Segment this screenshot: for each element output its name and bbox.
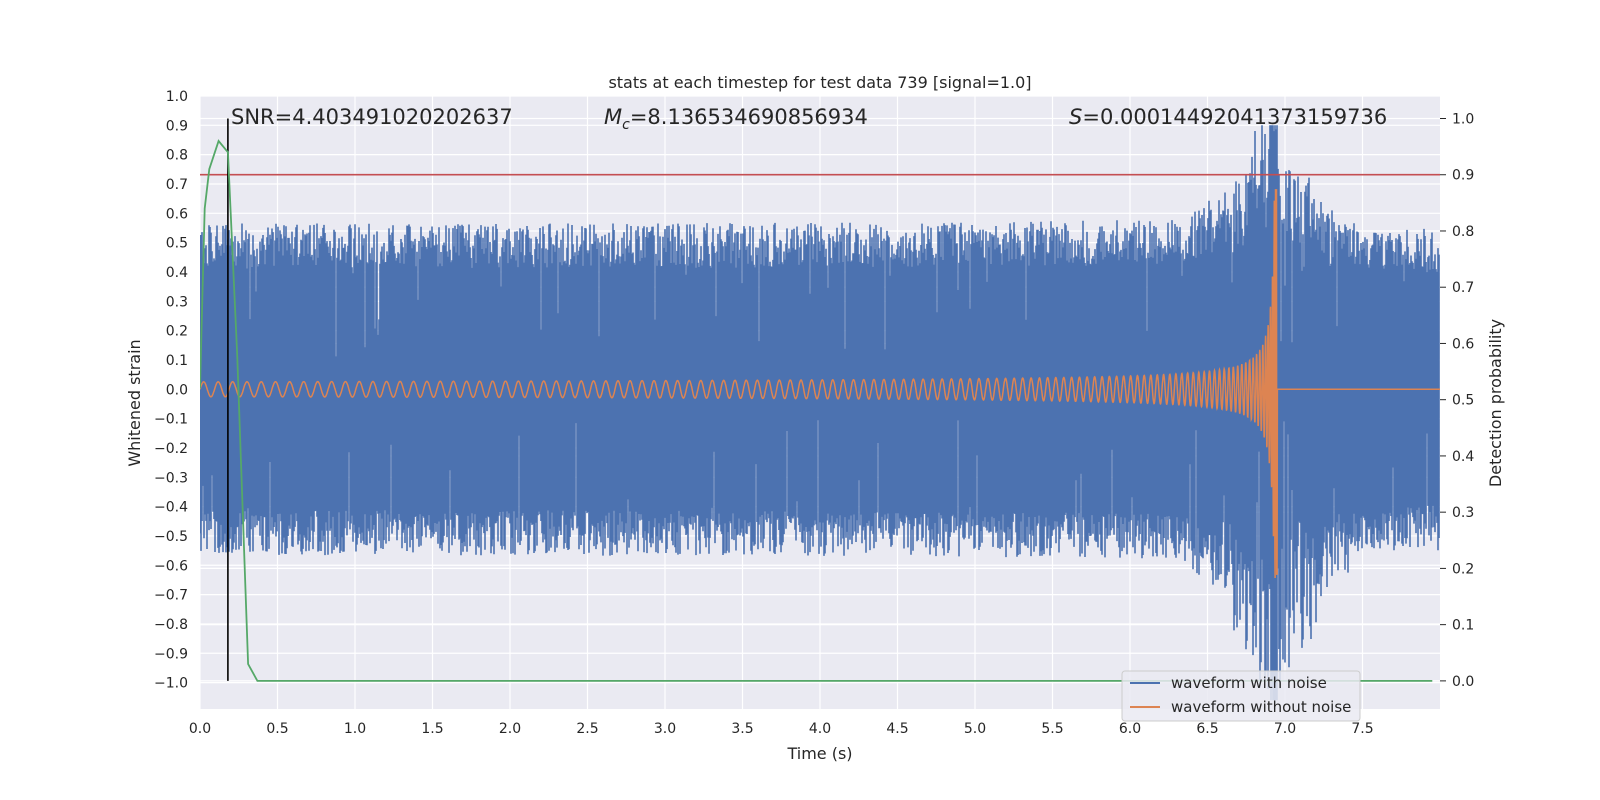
s-value: =0.00014492041373159736 [1082, 105, 1387, 129]
s-symbol: S [1069, 105, 1082, 129]
y-tick-label: 0.2 [166, 324, 188, 340]
x-tick-label: 2.5 [576, 721, 598, 737]
chart-title: stats at each timestep for test data 739… [608, 73, 1031, 92]
y2-tick-label: 0.0 [1452, 674, 1474, 690]
y-axis-ticks: 1.0 0.9 0.8 0.7 0.6 0.5 0.4 0.3 0.2 0.1 0.0 −0.1 −0.… [154, 89, 188, 692]
x-tick-label: 6.5 [1196, 721, 1218, 737]
y2-axis-ticks: 1.0 0.9 0.8 0.7 0.6 0.5 0.4 0.3 0.2 0.1 0.0 [1440, 111, 1474, 690]
y-tick-label: 0.0 [166, 382, 188, 398]
y-tick-label: 0.8 [166, 148, 188, 164]
legend-label-noise: waveform with noise [1171, 674, 1327, 692]
s-annotation: S=0.00014492041373159736 [1069, 105, 1387, 129]
y2-tick-label: 0.3 [1452, 505, 1474, 521]
x-axis-ticks: 0.0 0.5 1.0 1.5 2.0 2.5 3.0 3.5 4.0 4.5 5.0 5.5 6.0 6… [189, 721, 1374, 737]
chirp-mass-annotation: Mc=8.136534690856934 [604, 105, 868, 133]
y-tick-label: 0.9 [166, 118, 188, 134]
x-tick-label: 2.0 [499, 721, 521, 737]
series-waveform-with-noise [200, 125, 1440, 701]
snr-annotation: SNR=4.403491020202637 [231, 105, 513, 129]
x-tick-label: 5.0 [964, 721, 986, 737]
x-tick-label: 6.0 [1119, 721, 1141, 737]
y-tick-label: 0.4 [166, 265, 188, 281]
y-tick-label: 0.1 [166, 353, 188, 369]
y2-tick-label: 0.8 [1452, 224, 1474, 240]
x-tick-label: 0.5 [266, 721, 288, 737]
legend-box [1121, 670, 1361, 722]
y2-axis-label: Detection probability [1486, 319, 1505, 487]
y-tick-label: 0.7 [166, 177, 188, 193]
y2-tick-label: 0.9 [1452, 168, 1474, 184]
y2-tick-label: 0.1 [1452, 618, 1474, 634]
y-axis-label: Whitened strain [125, 339, 144, 466]
y-tick-label: 0.6 [166, 206, 188, 222]
y2-tick-label: 0.4 [1452, 449, 1474, 465]
y-tick-label: −0.5 [154, 529, 188, 545]
x-tick-label: 7.0 [1274, 721, 1296, 737]
legend: waveform with noise waveform without noi… [1121, 670, 1361, 722]
plot-area [200, 118, 1440, 701]
x-tick-label: 7.5 [1351, 721, 1373, 737]
x-tick-label: 5.5 [1041, 721, 1063, 737]
chirp-mass-subscript: c [622, 117, 630, 133]
chirp-mass-value: =8.136534690856934 [630, 105, 868, 129]
y-tick-label: −0.6 [154, 558, 188, 574]
y-tick-label: −0.7 [154, 588, 188, 604]
chirp-mass-symbol: M [604, 105, 622, 129]
y2-tick-label: 0.2 [1452, 561, 1474, 577]
y-tick-label: −0.3 [154, 470, 188, 486]
y-tick-label: −1.0 [154, 676, 188, 692]
y-tick-label: 1.0 [166, 89, 188, 105]
legend-label-clean: waveform without noise [1171, 698, 1351, 716]
y-tick-label: −0.9 [154, 646, 188, 662]
y-tick-label: −0.2 [154, 441, 188, 457]
x-tick-label: 4.5 [886, 721, 908, 737]
y2-tick-label: 0.6 [1452, 336, 1474, 352]
x-axis-label: Time (s) [786, 744, 852, 763]
x-tick-label: 4.0 [809, 721, 831, 737]
x-tick-label: 0.0 [189, 721, 211, 737]
y-tick-label: −0.1 [154, 412, 188, 428]
y2-tick-label: 0.5 [1452, 393, 1474, 409]
y-tick-label: 0.5 [166, 236, 188, 252]
x-tick-label: 3.0 [654, 721, 676, 737]
x-tick-label: 3.5 [731, 721, 753, 737]
x-tick-label: 1.5 [421, 721, 443, 737]
y-tick-label: 0.3 [166, 294, 188, 310]
x-tick-label: 1.0 [344, 721, 366, 737]
y2-tick-label: 0.7 [1452, 280, 1474, 296]
y2-tick-label: 1.0 [1452, 111, 1474, 127]
y-tick-label: −0.4 [154, 500, 188, 516]
series-waveform-without-noise [200, 189, 1440, 579]
series-detection-probability [200, 139, 1433, 682]
y-tick-label: −0.8 [154, 617, 188, 633]
